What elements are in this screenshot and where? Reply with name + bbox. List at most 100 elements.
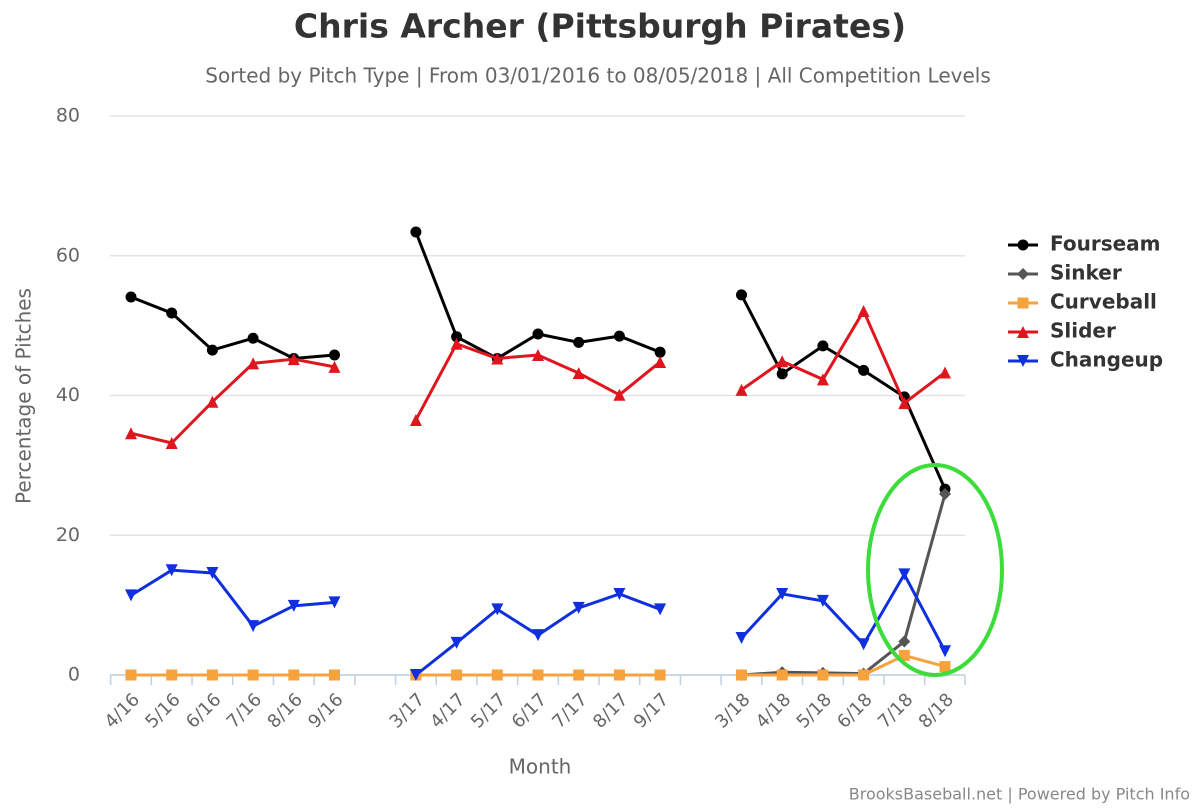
point [776, 355, 789, 368]
point [1017, 297, 1029, 309]
point [287, 353, 300, 366]
y-tick-label: 80 [56, 105, 80, 127]
x-axis-label: Month [509, 755, 572, 779]
point [857, 304, 870, 317]
point [776, 669, 788, 681]
point [572, 601, 585, 614]
x-tick-label: 5/17 [467, 689, 510, 732]
point [247, 620, 260, 633]
x-tick-label: 3/17 [386, 689, 429, 732]
legend-label: Changeup [1050, 348, 1163, 372]
point [532, 328, 544, 340]
x-tick-label: 8/18 [915, 689, 958, 732]
x-tick-label: 8/16 [263, 689, 306, 732]
point [573, 336, 585, 348]
point [776, 587, 789, 600]
point [166, 307, 178, 319]
highlight-ellipse [866, 463, 1004, 677]
point [939, 366, 951, 379]
point [532, 348, 544, 361]
x-tick-label: 4/18 [752, 689, 795, 732]
point [328, 360, 341, 373]
x-tick-label: 9/17 [630, 689, 673, 732]
point [613, 587, 626, 600]
point [858, 364, 870, 376]
point [125, 427, 137, 440]
point [857, 638, 870, 651]
point [491, 603, 504, 616]
point [247, 357, 260, 370]
point [329, 669, 340, 681]
point [165, 437, 178, 450]
legend-label: Fourseam [1050, 232, 1161, 256]
y-tick-label: 20 [56, 524, 80, 546]
point [939, 488, 951, 501]
y-tick-label: 60 [56, 244, 80, 266]
point [735, 631, 748, 644]
point [532, 669, 544, 681]
point [939, 645, 951, 658]
point [613, 330, 625, 342]
point [206, 566, 219, 579]
point [328, 596, 341, 609]
x-tick-label: 6/16 [182, 689, 225, 732]
point [816, 594, 829, 607]
point [247, 332, 259, 344]
point [1017, 355, 1029, 367]
point [451, 331, 463, 343]
point [776, 368, 788, 380]
point [206, 669, 218, 681]
point [817, 340, 829, 352]
point [1017, 239, 1029, 251]
point [613, 388, 626, 401]
point [613, 669, 625, 681]
chart-subtitle: Sorted by Pitch Type | From 03/01/2016 t… [205, 64, 991, 88]
legend-label: Slider [1050, 319, 1116, 343]
series-line [741, 493, 947, 677]
x-tick-label: 6/17 [508, 689, 551, 732]
point [329, 349, 340, 361]
point [247, 669, 259, 681]
point [572, 367, 585, 380]
y-tick-label: 40 [56, 384, 80, 406]
point [898, 397, 911, 410]
x-tick-label: 6/18 [833, 689, 876, 732]
point [125, 589, 137, 602]
point [573, 669, 585, 681]
point [532, 629, 544, 642]
x-tick-label: 5/16 [141, 689, 184, 732]
legend-label: Curveball [1050, 290, 1157, 314]
point [898, 568, 911, 581]
x-tick-label: 5/18 [793, 689, 836, 732]
point [736, 669, 747, 681]
point [125, 291, 137, 303]
point [409, 413, 422, 426]
point [287, 599, 300, 612]
point [654, 669, 666, 681]
x-tick-label: 4/17 [426, 689, 469, 732]
point [898, 649, 910, 661]
point [450, 337, 463, 350]
point [491, 669, 503, 681]
point [288, 669, 300, 681]
chart-title: Chris Archer (Pittsburgh Pirates) [294, 7, 906, 46]
point [491, 352, 504, 365]
point [1017, 326, 1029, 338]
point [654, 355, 667, 368]
point [817, 669, 829, 681]
x-tick-label: 3/18 [711, 689, 754, 732]
point [206, 344, 218, 356]
credit: BrooksBaseball.net | Powered by Pitch In… [849, 785, 1190, 804]
point [410, 226, 422, 238]
point [206, 395, 219, 408]
legend-label: Sinker [1050, 261, 1122, 285]
point [939, 661, 951, 673]
point [125, 669, 137, 681]
point [898, 635, 911, 648]
point [450, 636, 463, 649]
x-tick-label: 8/17 [589, 689, 632, 732]
x-tick-label: 9/16 [304, 689, 347, 732]
y-tick-label: 0 [68, 664, 80, 686]
point [166, 669, 178, 681]
